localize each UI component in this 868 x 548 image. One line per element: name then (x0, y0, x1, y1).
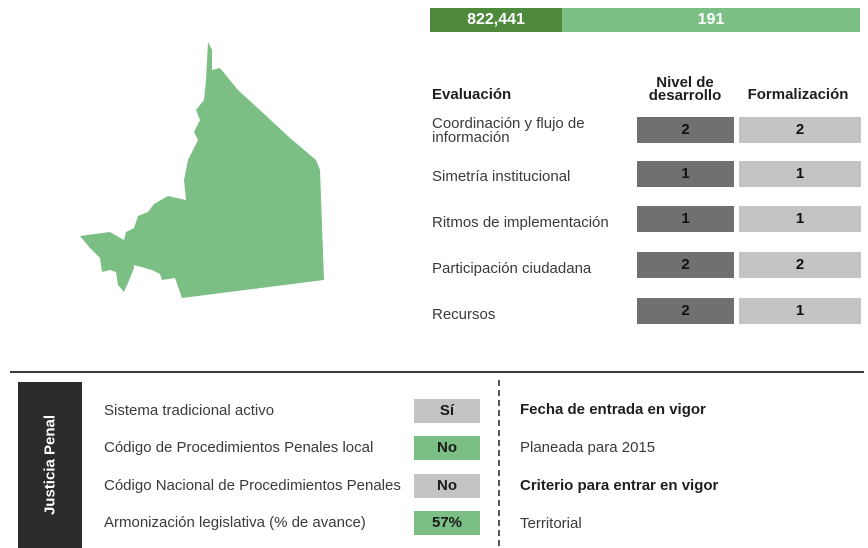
eval-row-label: Coordinación y flujo de información (432, 115, 585, 146)
justicia-item-badge: No (414, 436, 480, 460)
justicia-item-label: Sistema tradicional activo (104, 402, 275, 419)
eval-row-nivel: 2 (637, 298, 734, 324)
justicia-item-label: Código Nacional de Procedimientos Penale… (104, 477, 401, 494)
fecha-vigor-title: Fecha de entrada en vigor (520, 401, 706, 418)
eval-row-formalizacion: 1 (739, 206, 861, 232)
eval-row-nivel: 2 (637, 117, 734, 143)
eval-row-formalizacion: 2 (739, 252, 861, 278)
justicia-item-label: Armonización legislativa (% de avance) (104, 514, 366, 531)
justicia-item-badge: Sí (414, 399, 480, 423)
eval-row-formalizacion: 1 (739, 298, 861, 324)
eval-row-label: Participación ciudadana (432, 260, 592, 277)
fecha-vigor-value: Planeada para 2015 (520, 439, 656, 456)
eval-row-label: Recursos (432, 306, 496, 323)
stat-bar-light: 191 (562, 8, 860, 32)
state-map-shape (80, 42, 324, 298)
stat-bar-dark: 822,441 (430, 8, 562, 32)
eval-row-label: Ritmos de implementación (432, 214, 609, 231)
eval-row-formalizacion: 2 (739, 117, 861, 143)
nivel-desarrollo-header: Nivel de desarrollo (648, 74, 722, 104)
state-map (80, 42, 324, 298)
criterio-vigor-title: Criterio para entrar en vigor (520, 477, 719, 494)
section-divider (10, 371, 864, 373)
evaluation-header: Evaluación (432, 86, 512, 103)
eval-row-formalizacion: 1 (739, 161, 861, 187)
eval-row-nivel: 1 (637, 206, 734, 232)
justicia-penal-title: Justicia Penal (41, 414, 59, 516)
criterio-vigor-value: Territorial (520, 515, 582, 532)
eval-row-nivel: 1 (637, 161, 734, 187)
eval-row-label: Simetría institucional (432, 168, 571, 185)
justicia-item-badge: 57% (414, 511, 480, 535)
dashed-separator (498, 380, 500, 546)
justicia-item-label: Código de Procedimientos Penales local (104, 439, 374, 456)
eval-row-nivel: 2 (637, 252, 734, 278)
justicia-penal-sidebar: Justicia Penal (18, 382, 82, 548)
formalizacion-header: Formalización (747, 86, 849, 103)
justicia-item-badge: No (414, 474, 480, 498)
